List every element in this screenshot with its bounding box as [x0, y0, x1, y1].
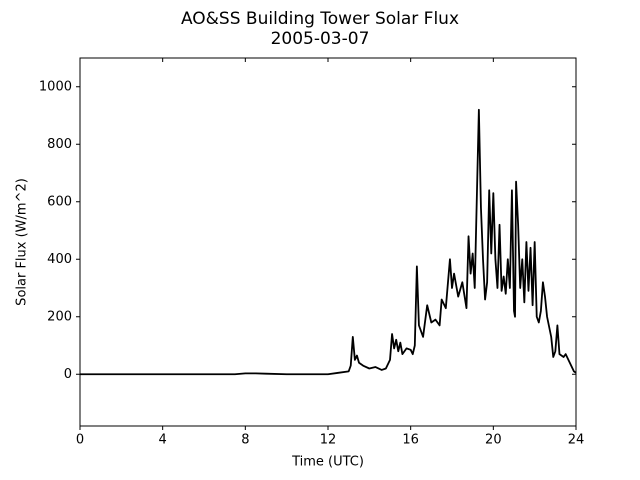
- x-tick-label: 0: [76, 433, 84, 448]
- chart-title: AO&SS Building Tower Solar Flux: [181, 9, 459, 29]
- x-tick-label: 16: [402, 433, 419, 448]
- x-tick-label: 12: [320, 433, 337, 448]
- y-tick-label: 800: [47, 137, 72, 152]
- y-tick-label: 200: [47, 309, 72, 324]
- x-tick-label: 20: [485, 433, 502, 448]
- chart-subtitle: 2005-03-07: [271, 29, 370, 49]
- y-tick-label: 600: [47, 194, 72, 209]
- plot-frame: [79, 57, 577, 427]
- x-tick-label: 24: [568, 433, 585, 448]
- y-tick-label: 0: [64, 367, 72, 382]
- x-tick-label: 4: [159, 433, 167, 448]
- y-tick-label: 400: [47, 252, 72, 267]
- y-axis-label: Solar Flux (W/m^2): [15, 178, 30, 306]
- x-tick-label: 8: [241, 433, 249, 448]
- series-line: [80, 108, 577, 376]
- y-tick-label: 1000: [39, 79, 72, 94]
- x-axis-label: Time (UTC): [291, 455, 364, 470]
